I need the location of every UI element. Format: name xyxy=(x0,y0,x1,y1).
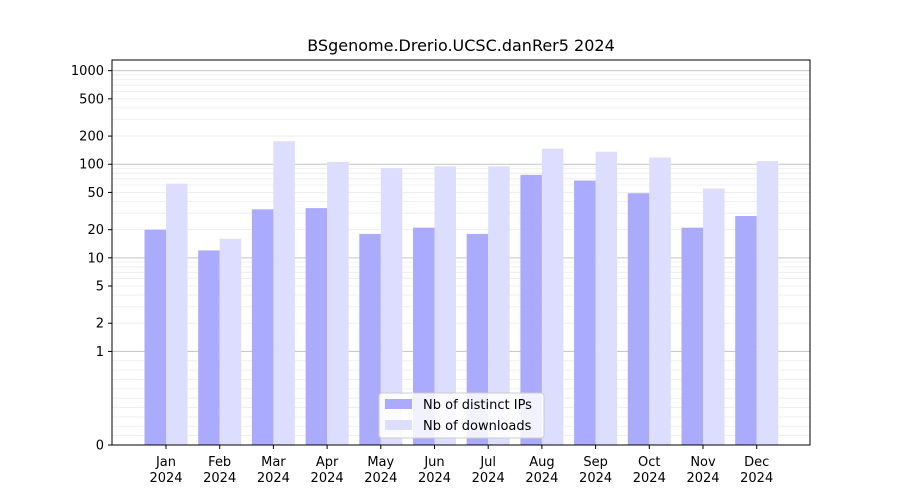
bar-distinct-ips xyxy=(144,229,166,445)
y-tick-label: 2 xyxy=(96,317,104,332)
x-tick-label-month: Mar xyxy=(261,455,286,470)
bar-distinct-ips xyxy=(466,233,489,445)
x-tick-label-year: 2024 xyxy=(257,471,290,486)
x-tick-label-month: May xyxy=(367,455,394,470)
plot-frame xyxy=(111,59,811,446)
x-tick-label-month: Dec xyxy=(744,455,769,470)
x-tick-label-year: 2024 xyxy=(418,471,451,486)
bar-downloads xyxy=(273,141,295,446)
bar-distinct-ips xyxy=(251,209,274,445)
legend-box xyxy=(378,392,545,439)
bar-distinct-ips xyxy=(681,227,703,445)
bar-distinct-ips xyxy=(359,233,381,445)
x-tick-label-year: 2024 xyxy=(149,471,182,486)
x-tick-label-month: Jan xyxy=(155,455,176,470)
x-tick-label-month: Jun xyxy=(423,455,444,470)
y-tick-label: 50 xyxy=(87,186,104,201)
x-tick-label-year: 2024 xyxy=(579,471,612,486)
y-tick-label: 1000 xyxy=(71,64,104,79)
x-tick-label-month: Aug xyxy=(529,455,554,470)
x-tick-label-year: 2024 xyxy=(203,471,236,486)
x-tick-label-month: Sep xyxy=(583,455,608,470)
x-tick-label-year: 2024 xyxy=(472,471,505,486)
y-tick-label: 0 xyxy=(96,439,104,454)
bar-downloads xyxy=(380,168,403,445)
bar-distinct-ips xyxy=(198,250,220,445)
bar-distinct-ips xyxy=(735,215,757,445)
bar-distinct-ips xyxy=(413,227,435,445)
bar-downloads xyxy=(756,161,779,445)
x-tick-label-month: Jul xyxy=(479,455,496,470)
bar-distinct-ips xyxy=(520,174,542,445)
x-tick-label-month: Oct xyxy=(638,455,660,470)
bar-downloads xyxy=(434,166,456,445)
x-tick-label-month: Apr xyxy=(316,455,339,470)
bar-downloads xyxy=(541,148,564,445)
bar-downloads xyxy=(488,166,510,445)
y-tick-label: 10 xyxy=(87,251,104,266)
legend-label-ips: Nb of distinct IPs xyxy=(423,398,532,413)
bars xyxy=(144,141,779,446)
y-tick-label: 1 xyxy=(96,345,104,360)
y-tick-label: 100 xyxy=(79,158,104,173)
chart-title: BSgenome.Drerio.UCSC.danRer5 2024 xyxy=(307,36,615,55)
legend-swatch-ips xyxy=(385,399,412,409)
bar-downloads xyxy=(703,188,725,445)
x-tick-label-year: 2024 xyxy=(633,471,666,486)
x-tick-label-month: Nov xyxy=(690,455,716,470)
x-axis: Jan2024Feb2024Mar2024Apr2024May2024Jun20… xyxy=(149,445,773,486)
bar-distinct-ips xyxy=(574,180,596,446)
x-tick-label-year: 2024 xyxy=(525,471,558,486)
bar-distinct-ips xyxy=(305,208,328,445)
x-tick-label-year: 2024 xyxy=(311,471,344,486)
bar-downloads xyxy=(219,238,242,445)
legend: Nb of distinct IPs Nb of downloads xyxy=(378,392,545,439)
bar-downloads xyxy=(595,151,618,445)
legend-label-downloads: Nb of downloads xyxy=(423,419,532,434)
x-tick-label-year: 2024 xyxy=(740,471,773,486)
y-tick-label: 20 xyxy=(87,223,104,238)
x-tick-label-year: 2024 xyxy=(686,471,719,486)
y-axis: 0 1 2 5 10 20 50 100 200 500 1000 xyxy=(71,64,112,454)
legend-swatch-downloads xyxy=(385,420,412,430)
x-tick-label-month: Feb xyxy=(208,455,231,470)
y-tick-label: 200 xyxy=(79,130,104,145)
x-tick-label-year: 2024 xyxy=(364,471,397,486)
y-tick-label: 500 xyxy=(79,92,104,107)
bar-downloads xyxy=(166,183,188,445)
bar-downloads xyxy=(649,157,671,445)
bar-downloads xyxy=(327,161,349,445)
bar-distinct-ips xyxy=(627,193,650,445)
y-tick-label: 5 xyxy=(96,280,104,295)
